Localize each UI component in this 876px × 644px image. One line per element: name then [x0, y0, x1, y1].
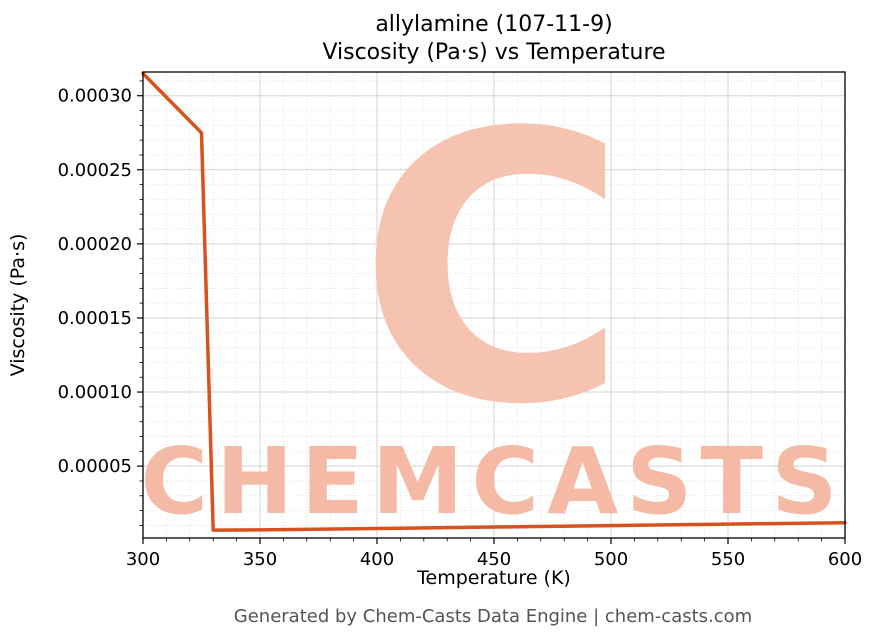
chart-title-line1: allylamine (107-11-9) — [375, 12, 612, 37]
chemcasts-logo-c-icon: C — [357, 56, 629, 486]
x-tick-label: 300 — [126, 549, 160, 570]
x-tick-label: 600 — [828, 549, 862, 570]
y-axis-label: Viscosity (Pa·s) — [7, 234, 29, 377]
y-tick-label: 0.00030 — [58, 86, 132, 107]
chart-title-line2: Viscosity (Pa·s) vs Temperature — [322, 40, 665, 65]
y-tick-label: 0.00020 — [58, 234, 132, 255]
y-tick-label: 0.00025 — [58, 160, 132, 181]
footer-attribution: Generated by Chem-Casts Data Engine | ch… — [234, 606, 752, 627]
major-gridlines — [142, 72, 846, 538]
axes: 300 350 400 450 500 550 600 0.00005 0.00010 0.000… — [58, 71, 862, 570]
chemcasts-watermark: C CHEMCASTS — [141, 56, 846, 535]
viscosity-series — [141, 71, 847, 532]
x-tick-label: 500 — [594, 549, 628, 570]
x-tick-label: 350 — [243, 549, 277, 570]
x-tick-label: 400 — [360, 549, 394, 570]
viscosity-line — [141, 71, 847, 532]
y-tick-label: 0.00005 — [58, 456, 132, 477]
y-tick-label: 0.00010 — [58, 382, 132, 403]
x-tick-label: 450 — [477, 549, 511, 570]
x-axis-label: Temperature (K) — [416, 567, 571, 589]
chemcasts-watermark-text: CHEMCASTS — [141, 428, 846, 535]
x-tick-label: 550 — [711, 549, 745, 570]
y-tick-label: 0.00015 — [58, 308, 132, 329]
plot-border — [142, 71, 846, 539]
